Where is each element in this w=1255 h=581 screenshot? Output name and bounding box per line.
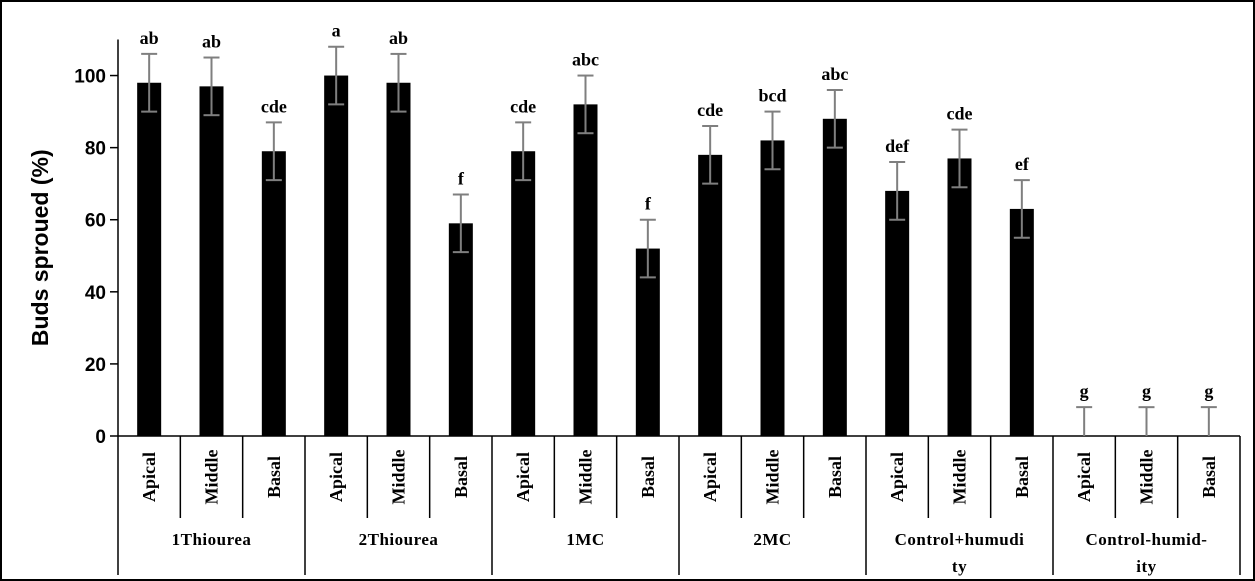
significance-letter: ab — [140, 28, 159, 48]
significance-letter: cde — [697, 100, 723, 120]
y-tick-label: 100 — [74, 67, 106, 88]
significance-letter: cde — [261, 96, 287, 116]
x-group-label: ity — [1136, 557, 1156, 576]
bar — [199, 86, 224, 436]
x-group-label: Control-humid- — [1086, 530, 1208, 549]
x-category-label: Middle — [576, 449, 596, 504]
x-group-label: 2Thiourea — [359, 530, 439, 549]
bar — [635, 248, 660, 436]
y-tick-label: 60 — [85, 211, 106, 232]
x-category-label: Basal — [638, 456, 658, 498]
x-category-label: Apical — [326, 452, 346, 502]
significance-letter: ab — [202, 32, 221, 52]
significance-letter: abc — [821, 64, 848, 84]
bar — [386, 82, 411, 436]
x-category-label: Apical — [139, 452, 159, 502]
bar — [324, 75, 349, 436]
bar — [885, 190, 910, 436]
significance-letter: g — [1204, 381, 1213, 401]
x-category-label: Basal — [451, 456, 471, 498]
bar — [760, 140, 785, 436]
significance-letter: bcd — [758, 86, 786, 106]
x-group-label: ty — [952, 557, 967, 576]
bar — [698, 154, 723, 436]
x-category-label: Middle — [202, 449, 222, 504]
x-group-label: 1MC — [566, 530, 604, 549]
significance-letter: a — [332, 21, 341, 41]
significance-letter: cde — [510, 96, 536, 116]
x-category-label: Apical — [513, 452, 533, 502]
x-category-label: Basal — [1012, 456, 1032, 498]
x-group-label: 2MC — [753, 530, 791, 549]
x-category-label: Basal — [825, 456, 845, 498]
significance-letter: g — [1142, 381, 1151, 401]
x-category-label: Apical — [887, 452, 907, 502]
x-category-label: Basal — [264, 456, 284, 498]
x-category-label: Middle — [1137, 449, 1157, 504]
x-group-label: Control+humudi — [895, 530, 1025, 549]
x-group-label: 1Thiourea — [172, 530, 252, 549]
x-category-label: Apical — [700, 452, 720, 502]
bar — [137, 82, 162, 436]
bar — [573, 104, 598, 436]
significance-letter: ab — [389, 28, 408, 48]
bar — [947, 158, 972, 436]
bar — [822, 118, 847, 437]
x-category-label: Middle — [763, 449, 783, 504]
significance-letter: ef — [1015, 154, 1030, 174]
bar — [448, 223, 473, 436]
y-tick-label: 80 — [85, 139, 106, 160]
bar — [261, 151, 286, 436]
bar — [511, 151, 536, 436]
y-tick-label: 0 — [95, 427, 106, 448]
y-tick-label: 20 — [85, 355, 106, 376]
significance-letter: g — [1080, 381, 1089, 401]
x-category-label: Middle — [389, 449, 409, 504]
significance-letter: cde — [947, 104, 973, 124]
x-category-label: Apical — [1074, 452, 1094, 502]
significance-letter: f — [458, 168, 465, 188]
significance-letter: f — [645, 194, 652, 214]
y-tick-label: 40 — [85, 283, 106, 304]
significance-letter: abc — [572, 50, 599, 70]
x-category-label: Middle — [950, 449, 970, 504]
bar — [1009, 208, 1034, 436]
significance-letter: def — [885, 136, 910, 156]
x-category-label: Basal — [1199, 456, 1219, 498]
y-axis-label: Buds sproued (%) — [27, 149, 53, 346]
